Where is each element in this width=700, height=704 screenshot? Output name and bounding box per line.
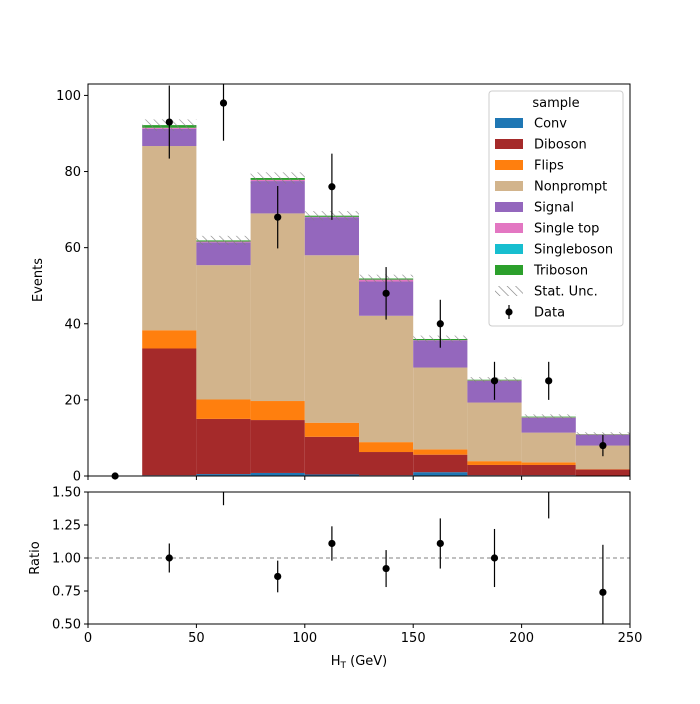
bar-diboson — [196, 419, 250, 474]
ratio-point — [328, 540, 335, 547]
legend-label-data: Data — [534, 306, 565, 321]
bar-nonprompt — [196, 265, 250, 399]
stat-unc-band — [522, 414, 576, 419]
bar-flips — [251, 401, 305, 420]
bar-diboson — [522, 465, 576, 475]
legend-label-singleboson: Singleboson — [534, 243, 613, 258]
ratio-y-tick-label: 0.50 — [52, 618, 81, 633]
bar-nonprompt — [142, 146, 196, 330]
legend-label-nonprompt: Nonprompt — [534, 180, 607, 195]
data-point — [274, 214, 281, 221]
bar-nonprompt — [305, 255, 359, 422]
bar-nonprompt — [467, 403, 521, 462]
bar-diboson — [251, 420, 305, 473]
y-tick-label: 80 — [64, 165, 81, 180]
legend-swatch-triboson — [495, 265, 523, 275]
stat-unc-band — [196, 236, 250, 245]
ratio-point — [383, 565, 390, 572]
bar-signal — [305, 217, 359, 255]
legend-swatch-flips — [495, 160, 523, 170]
ratio-ylabel: Ratio — [28, 541, 43, 574]
y-tick-label: 0 — [73, 470, 81, 485]
legend-swatch-conv — [495, 118, 523, 128]
data-point — [220, 99, 227, 106]
ratio-y-tick-label: 1.00 — [52, 552, 81, 567]
x-tick-label: 50 — [188, 631, 205, 646]
ratio-point — [491, 554, 498, 561]
bar-conv — [413, 472, 467, 476]
bar-diboson — [305, 437, 359, 475]
legend-swatch-stat-unc — [495, 286, 523, 296]
ratio-point — [274, 573, 281, 580]
bar-flips — [359, 442, 413, 452]
ratio-y-tick-label: 1.50 — [52, 486, 81, 501]
ratio-y-tick-label: 1.25 — [52, 519, 81, 534]
legend-title: sample — [532, 96, 579, 111]
bar-diboson — [413, 455, 467, 473]
bar-flips — [196, 400, 250, 419]
legend-swatch-singleboson — [495, 244, 523, 254]
y-tick-label: 20 — [64, 393, 81, 408]
bar-flips — [305, 423, 359, 437]
ratio-point — [166, 554, 173, 561]
legend-label-diboson: Diboson — [534, 138, 587, 153]
legend-swatch-data — [505, 308, 512, 315]
data-point — [328, 183, 335, 190]
x-tick-label: 0 — [84, 631, 92, 646]
data-point — [545, 377, 552, 384]
legend-label-stat-unc: Stat. Unc. — [534, 285, 598, 300]
legend-label-triboson: Triboson — [533, 264, 588, 279]
bar-flips — [467, 461, 521, 465]
data-point — [491, 377, 498, 384]
legend-label-flips: Flips — [534, 159, 564, 174]
legend-label-signal: Signal — [534, 201, 574, 216]
bar-flips — [413, 449, 467, 454]
ratio-point — [437, 540, 444, 547]
main-ylabel: Events — [31, 258, 46, 302]
bar-diboson — [576, 470, 630, 476]
data-point — [383, 290, 390, 297]
stat-unc-band — [251, 172, 305, 183]
x-tick-label: 250 — [618, 631, 643, 646]
legend-swatch-signal — [495, 202, 523, 212]
legend-swatch-single-top — [495, 223, 523, 233]
legend-label-single-top: Single top — [534, 222, 599, 237]
data-point — [437, 320, 444, 327]
y-tick-label: 60 — [64, 241, 81, 256]
legend-swatch-diboson — [495, 139, 523, 149]
y-tick-label: 40 — [64, 317, 81, 332]
ratio-point — [599, 589, 606, 596]
legend-swatch-nonprompt — [495, 181, 523, 191]
ratio-y-tick-label: 0.75 — [52, 585, 81, 600]
bar-signal — [522, 418, 576, 433]
x-tick-label: 100 — [292, 631, 317, 646]
bar-diboson — [467, 465, 521, 475]
data-point — [599, 442, 606, 449]
bar-diboson — [359, 452, 413, 475]
bar-nonprompt — [359, 316, 413, 442]
x-axis-label: HT (GeV) — [331, 654, 388, 671]
bar-diboson — [142, 349, 196, 476]
x-tick-label: 200 — [509, 631, 534, 646]
bar-flips — [522, 462, 576, 465]
x-tick-label: 150 — [401, 631, 426, 646]
legend: sample Conv Diboson Flips Nonprompt Signal Sin… — [489, 91, 623, 326]
ratio-point — [220, 480, 227, 487]
bar-nonprompt — [413, 368, 467, 450]
data-point — [166, 118, 173, 125]
bar-signal — [196, 242, 250, 265]
bar-nonprompt — [522, 433, 576, 463]
legend-label-conv: Conv — [534, 117, 567, 132]
bar-flips — [142, 330, 196, 348]
y-tick-label: 100 — [56, 89, 81, 104]
